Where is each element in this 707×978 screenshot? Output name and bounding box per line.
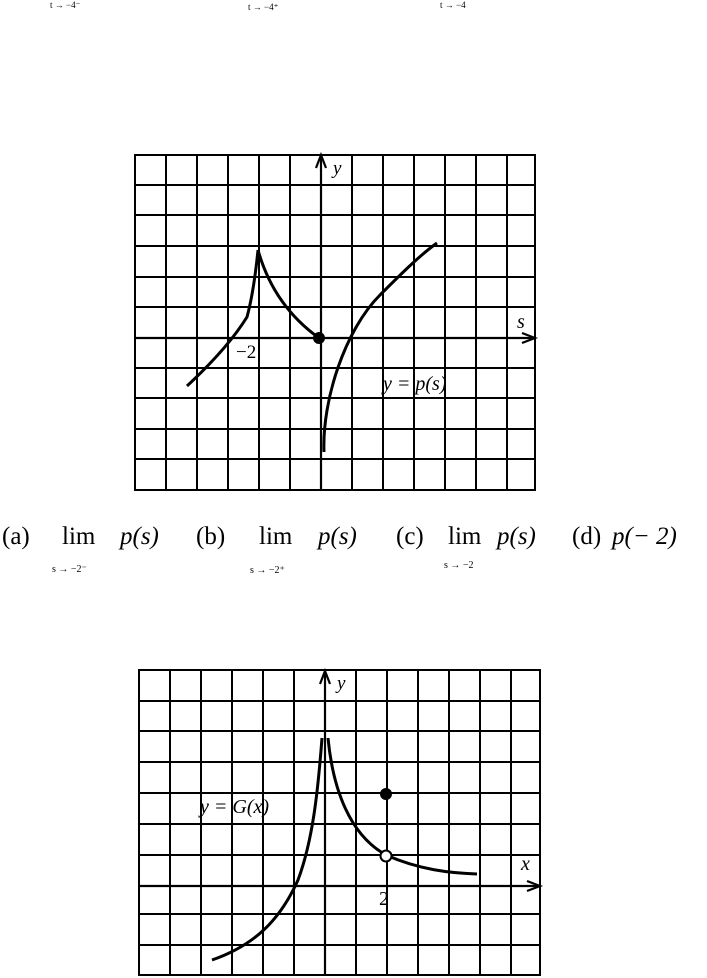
p-right-branch [322,241,438,453]
graph-p-axes [135,151,539,490]
graph-g-tick-label: 2 [379,888,389,910]
graph-p-y-label: y [333,158,342,179]
g-left-branch [211,737,324,962]
question-b-subscript: s → −2⁺ [250,565,285,576]
prev-limit-subscript-left: t → −4⁻ [50,0,81,10]
g-filled-point [380,788,392,800]
question-d-label: (d) [572,523,602,550]
question-a-label: (a) [2,523,30,550]
graph-p-curves [185,241,438,453]
question-a-expr: p(s) [120,523,159,550]
graph-g-x-label: x [521,853,530,875]
question-b-label: (b) [196,523,226,550]
question-d-expr: p(− 2) [612,523,677,550]
graph-p-tick-label: −2 [236,342,257,363]
p-filled-point [313,332,325,344]
question-a-subscript: s → −2⁻ [52,564,87,575]
g-open-point [379,849,393,863]
question-c-subscript: s → −2 [444,560,474,571]
graph-g-y-label: y [337,673,346,694]
p-left-branch [185,249,260,388]
question-b-expr: p(s) [318,523,357,550]
graph-g-grid [138,669,541,976]
graph-p-grid [134,154,536,491]
graph-p-curve-label: y = p(s) [383,373,447,395]
graph-p-s-label: s [517,311,525,333]
prev-limit-subscript-middle: t → −4⁺ [248,2,279,12]
question-a-lim: lim [62,523,96,550]
graph-g-curves [211,737,478,962]
question-c-expr: p(s) [497,523,536,550]
p-middle-branch [256,249,320,340]
question-c-label: (c) [396,523,424,550]
question-b-lim: lim [259,523,293,550]
graph-g-axes [139,667,544,975]
prev-limit-subscript-right: t → −4 [440,0,466,10]
g-right-branch [326,737,478,876]
question-c-lim: lim [448,523,482,550]
graph-g-curve-label: y = G(x) [200,796,270,818]
